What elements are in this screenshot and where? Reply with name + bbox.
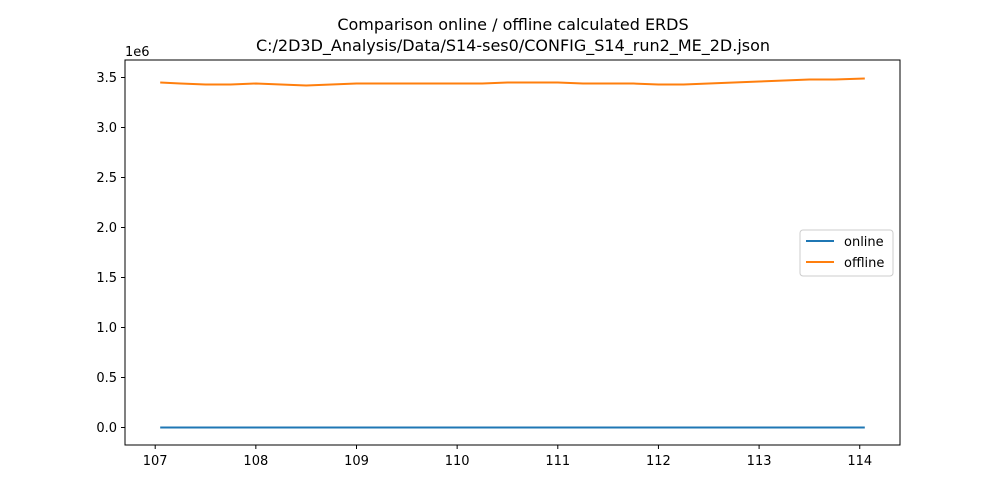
- chart-title: Comparison online / offline calculated E…: [337, 15, 688, 34]
- series-layer: [160, 77, 865, 429]
- x-tick-label: 108: [243, 454, 268, 469]
- x-tick-label: 112: [646, 454, 671, 469]
- y-tick-label: 0.0: [96, 421, 117, 436]
- plot-frame: [124, 59, 901, 446]
- y-tick-label: 3.5: [96, 71, 117, 86]
- series-line-offline: [160, 77, 865, 87]
- y-offset-label: 1e6: [125, 45, 150, 60]
- chart-subtitle: C:/2D3D_Analysis/Data/S14-ses0/CONFIG_S1…: [256, 36, 770, 56]
- x-tick-label: 111: [545, 454, 570, 469]
- x-tick-label: 109: [344, 454, 369, 469]
- x-tick-label: 114: [847, 454, 872, 469]
- legend-label-online: online: [844, 235, 884, 250]
- y-tick-label: 3.0: [96, 121, 117, 136]
- legend-label-offline: offline: [844, 256, 884, 271]
- y-tick-label: 0.5: [96, 371, 117, 386]
- x-tick-label: 107: [143, 454, 168, 469]
- x-axis-ticks: 107 108 109 110 111 112 113 114: [143, 445, 872, 469]
- x-tick-label: 110: [445, 454, 470, 469]
- y-tick-label: 1.5: [96, 271, 117, 286]
- legend: online offline: [799, 229, 894, 277]
- y-tick-label: 2.5: [96, 171, 117, 186]
- x-tick-label: 113: [747, 454, 772, 469]
- y-axis-ticks: 0.0 0.5 1.0 1.5 2.0 2.5 3.0 3.5: [96, 71, 125, 436]
- y-tick-label: 1.0: [96, 321, 117, 336]
- y-tick-label: 2.0: [96, 221, 117, 236]
